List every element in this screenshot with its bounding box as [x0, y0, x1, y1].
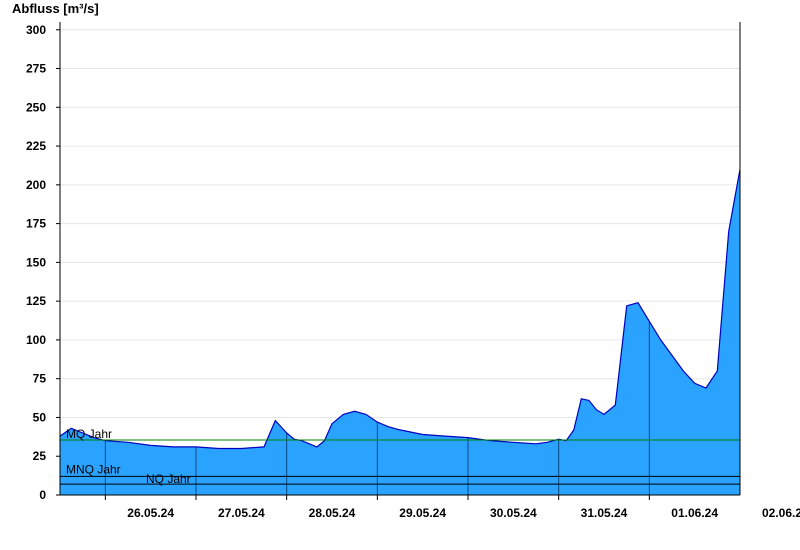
- y-tick-label: 50: [33, 410, 47, 424]
- x-tick-label: 31.05.24: [581, 506, 628, 520]
- discharge-line: [60, 168, 740, 450]
- reference-line-label: MNQ Jahr: [66, 462, 121, 476]
- y-axis-title: Abfluss [m³/s]: [12, 1, 99, 16]
- x-tick-label: 26.05.24: [127, 506, 174, 520]
- y-tick-label: 100: [26, 333, 46, 347]
- reference-line-label: MQ Jahr: [66, 427, 112, 441]
- y-tick-label: 0: [39, 488, 46, 502]
- reference-lines: MQ Jahr MNQ Jahr NQ Jahr: [60, 427, 740, 486]
- x-tick-label: 28.05.24: [309, 506, 356, 520]
- axes: 0 25 50 75 100 125 150 175 200 225 250 275 300 26.05.…: [26, 22, 800, 520]
- y-tick-label: 250: [26, 100, 46, 114]
- y-tick-label: 175: [26, 217, 46, 231]
- y-tick-label: 225: [26, 139, 46, 153]
- x-tick-label: 29.05.24: [399, 506, 446, 520]
- discharge-series: [60, 156, 740, 495]
- y-tick-label: 75: [33, 372, 47, 386]
- y-tick-label: 300: [26, 23, 46, 37]
- x-tick-label: 01.06.24: [671, 506, 718, 520]
- y-tick-label: 200: [26, 178, 46, 192]
- y-tick-label: 25: [33, 449, 47, 463]
- reference-line-label: NQ Jahr: [146, 472, 191, 486]
- x-tick-label: 02.06.24: [762, 506, 800, 520]
- y-tick-label: 125: [26, 294, 46, 308]
- y-tick-label: 275: [26, 62, 46, 76]
- x-tick-label: 30.05.24: [490, 506, 537, 520]
- discharge-area: [60, 169, 740, 495]
- x-tick-label: 27.05.24: [218, 506, 265, 520]
- y-tick-label: 150: [26, 255, 46, 269]
- grid: [60, 29, 740, 457]
